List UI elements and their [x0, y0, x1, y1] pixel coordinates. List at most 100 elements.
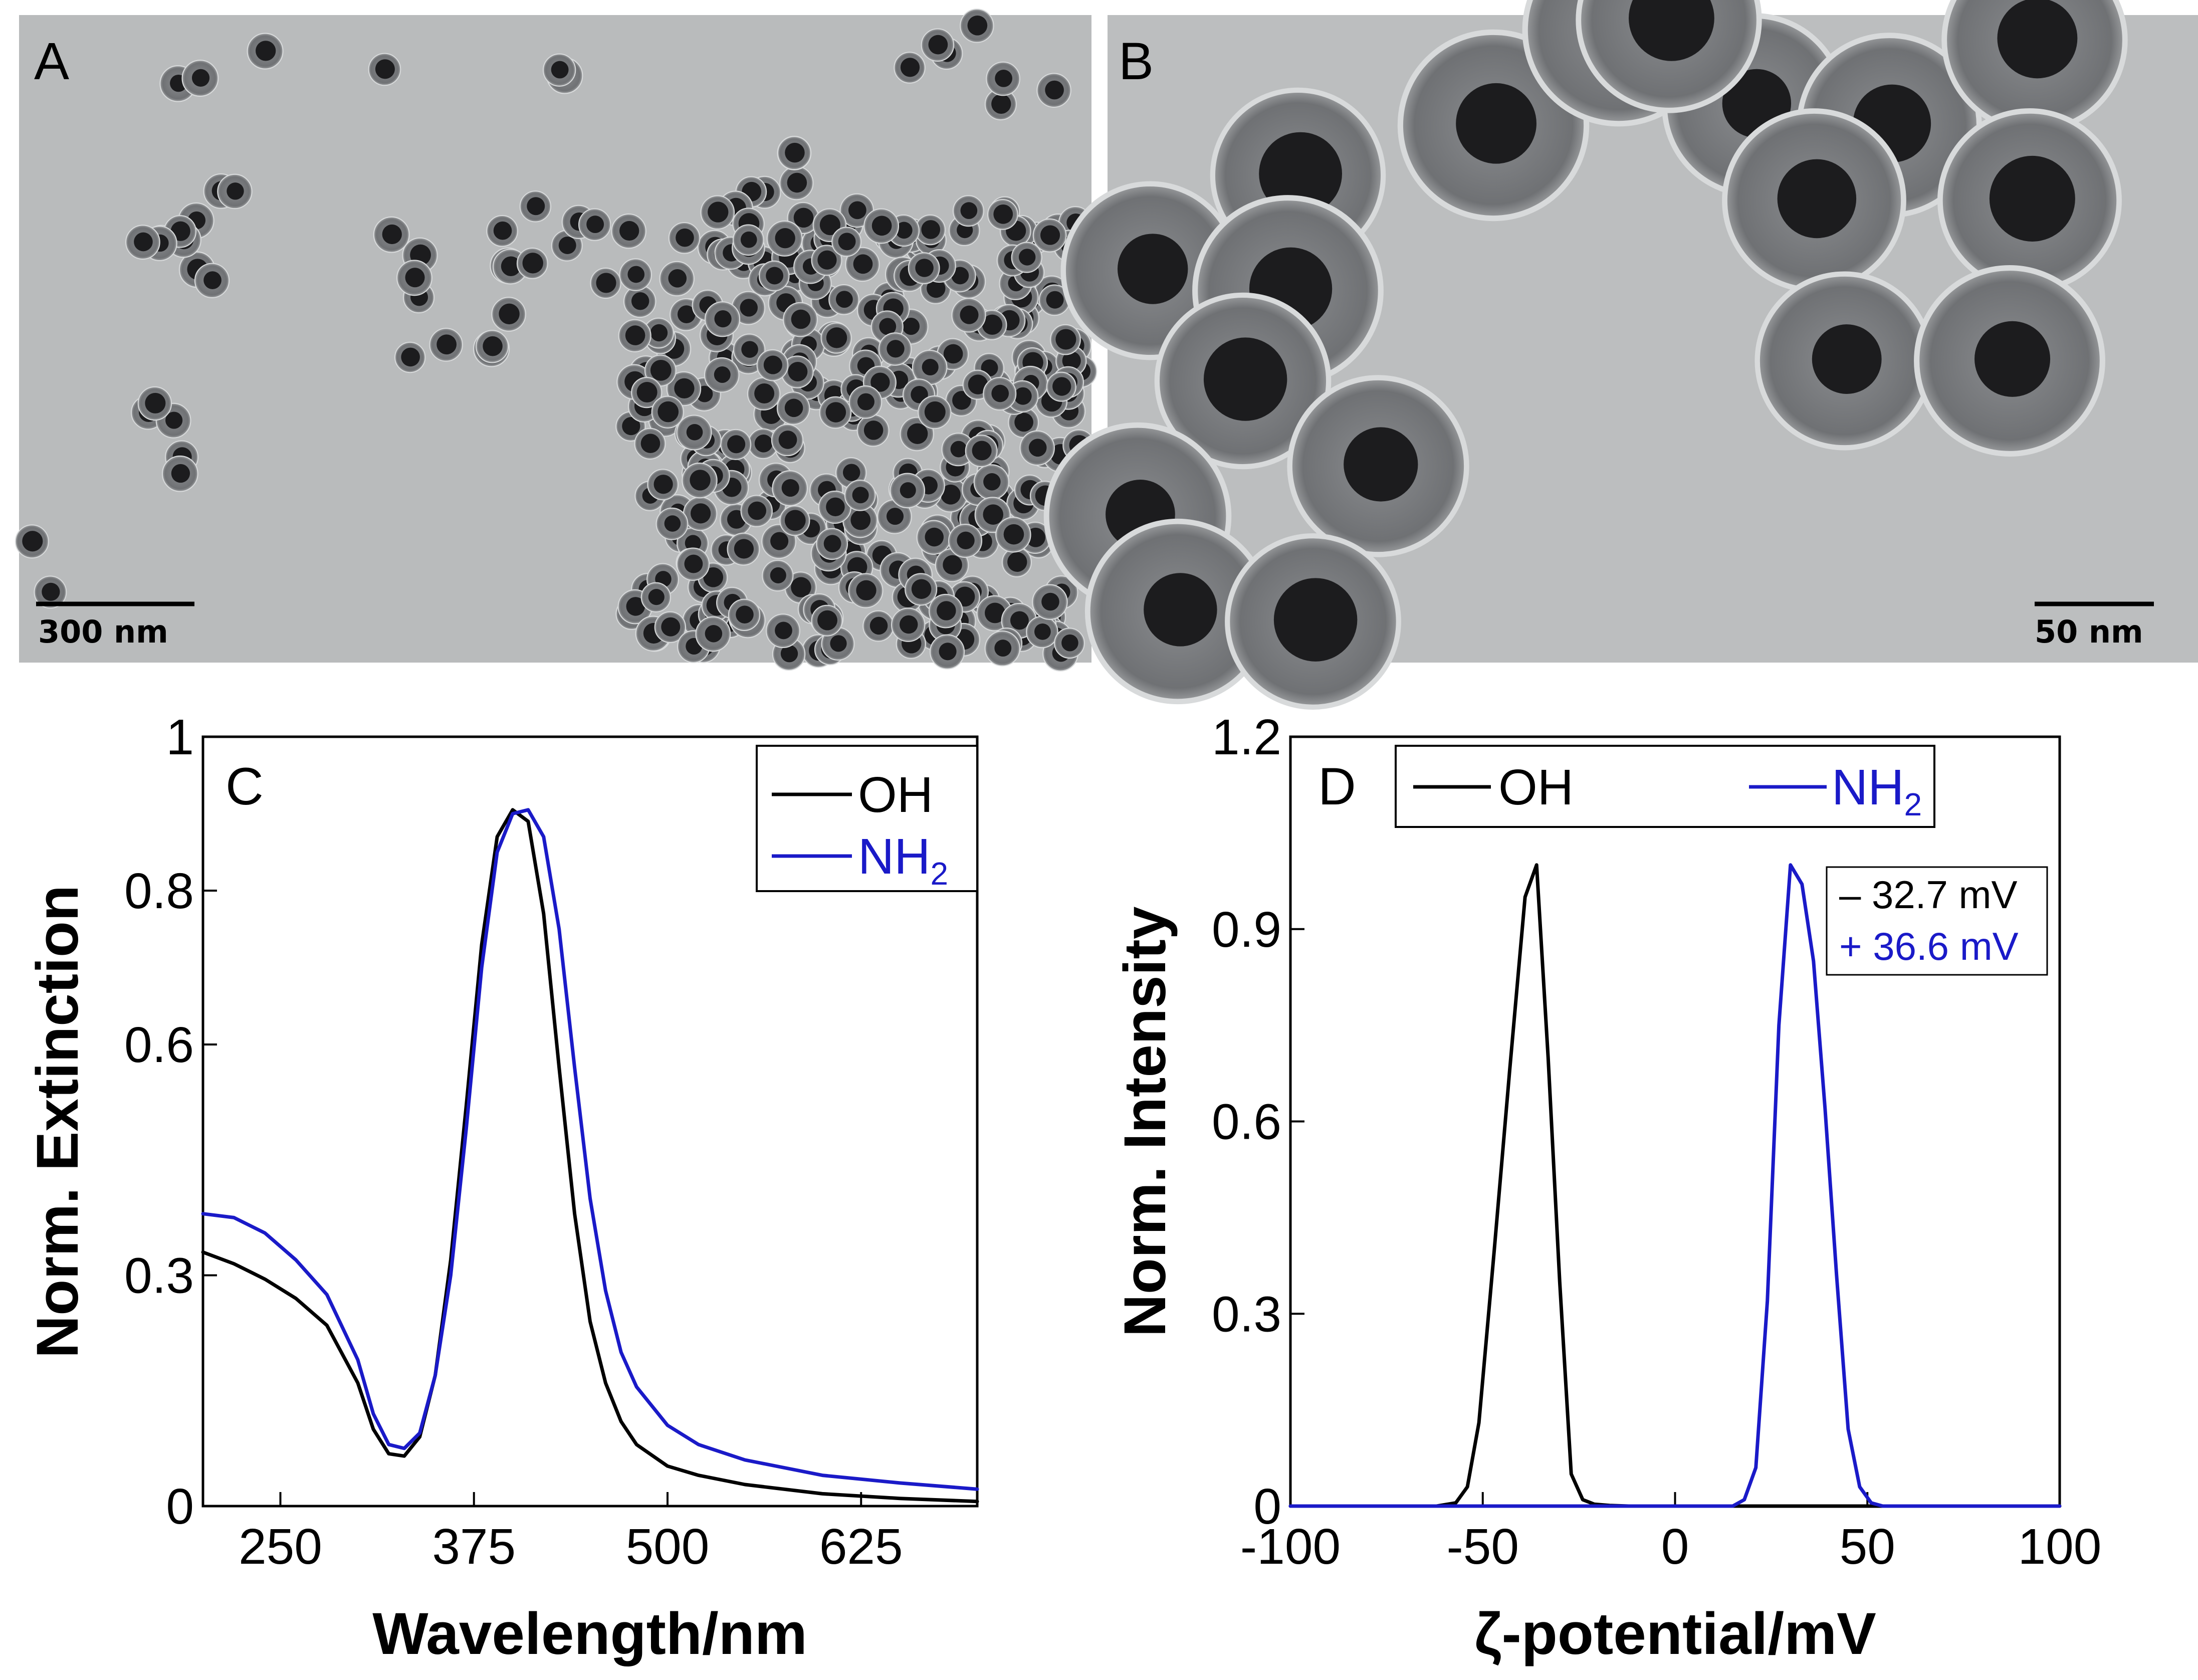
particle-a-core [941, 484, 961, 505]
particle-a-core [622, 417, 640, 436]
particle-a-core [775, 621, 792, 640]
particle-a-core [631, 292, 649, 310]
particle-a-core [1018, 249, 1036, 266]
y-tick-label-d: 0 [1253, 1479, 1281, 1535]
particle-a-core [887, 340, 905, 358]
particle-a-core [928, 35, 948, 55]
x-tick-label-c: 250 [239, 1519, 322, 1575]
particle-a-core [785, 142, 805, 163]
particle-a-core [960, 305, 979, 324]
particle-a-core [558, 237, 576, 255]
particle-a-core [676, 228, 694, 247]
particle-a-core [1003, 524, 1024, 545]
x-tick-label-c: 625 [819, 1519, 903, 1575]
plot-frame-d [1289, 735, 2061, 1508]
y-tick-label-c: 1 [166, 709, 194, 765]
panel-letter-d: D [1318, 757, 1356, 816]
particle-a-core [972, 441, 992, 461]
y-tick-label-c: 0.6 [124, 1017, 194, 1073]
extinction-chart: C 250 375 500 625 0 0.3 0.6 0.8 1 OH NH2 Wavelen… [25, 709, 979, 1667]
particle-a-core [952, 391, 971, 410]
particle-a-core [927, 279, 946, 298]
particle-b-core [1117, 234, 1188, 304]
tem-image-overview: 300 nm A [15, 9, 1101, 672]
particle-a-core [817, 610, 837, 631]
particle-a-core [1052, 377, 1071, 396]
legend-d: OH NH2 [1395, 745, 1935, 828]
particle-a-core [686, 424, 703, 441]
particle-a-core [791, 309, 811, 329]
particle-a-core [915, 259, 934, 277]
particle-a-core [375, 59, 395, 79]
y-axis-title-c: Norm. Extinction [25, 885, 91, 1358]
particle-a-core [900, 482, 916, 499]
particle-a-core [636, 382, 657, 403]
particle-b-core [1273, 578, 1358, 662]
legend-box-c [756, 745, 978, 892]
particle-a-core [950, 441, 967, 458]
particle-a-core [826, 497, 845, 517]
particle-a-core [483, 336, 503, 356]
x-tick-label-d: 50 [1840, 1519, 1895, 1575]
y-tick-label-c: 0 [166, 1479, 194, 1535]
particle-a-core [983, 504, 1004, 525]
particle-a-core [405, 268, 425, 288]
particle-a-core [982, 314, 1003, 335]
particle-a-core [203, 271, 222, 289]
y-tick-label-c: 0.3 [124, 1248, 194, 1304]
x-tick-label-d: -50 [1446, 1519, 1519, 1575]
particle-a-core [817, 250, 837, 270]
particle-a-core [852, 487, 869, 504]
particle-a-core [648, 589, 665, 605]
particle-a-core [778, 431, 797, 449]
particle-a-core [653, 475, 673, 494]
particle-a-core [902, 317, 920, 335]
particle-b-core [1777, 159, 1857, 239]
particle-a-core [22, 531, 43, 552]
particle-a-core [740, 299, 758, 317]
particle-a-core [684, 554, 703, 573]
particle-b-core [1456, 83, 1536, 164]
particle-a-core [788, 361, 808, 381]
particle-a-core [993, 204, 1013, 224]
y-tick-label-d: 0.6 [1212, 1094, 1281, 1150]
particle-a-core [1010, 611, 1029, 630]
particle-a-core [1045, 80, 1064, 100]
particle-a-core [1007, 552, 1027, 572]
particle-a-core [134, 232, 153, 252]
particle-a-core [748, 501, 767, 520]
particle-a-core [870, 372, 890, 392]
particle-a-core [1061, 634, 1078, 652]
particle-a-core [741, 341, 758, 358]
y-tick-label-d: 0.9 [1212, 902, 1281, 958]
particle-a-core [171, 464, 190, 483]
particle-a-core [770, 532, 789, 550]
particle-a-core [770, 567, 786, 584]
annotation-box-frame [1826, 866, 2048, 976]
particle-a-core [436, 334, 457, 355]
particle-a-core [960, 202, 978, 219]
particle-a-core [924, 401, 946, 423]
particle-a-core [740, 231, 757, 248]
particle-a-core [551, 61, 569, 79]
particle-a-core [835, 291, 853, 308]
panel-letter-b: B [1119, 32, 1154, 91]
particle-a-core [527, 197, 545, 216]
particle-a-core [819, 215, 840, 236]
y-axis-title-d: Norm. Intensity [1112, 907, 1178, 1337]
particle-a-core [879, 318, 897, 335]
particle-a-core [921, 220, 941, 239]
particle-a-core [1014, 387, 1032, 405]
particle-a-core [780, 645, 798, 663]
particle-a-core [991, 94, 1011, 114]
particle-a-core [850, 510, 871, 530]
series-line-nh2-c [201, 808, 979, 1491]
x-tick-label-c: 500 [626, 1519, 710, 1575]
particle-a-core [1062, 351, 1081, 370]
particle-a-core [830, 635, 847, 652]
particle-a-core [951, 267, 969, 285]
particle-b-core [1203, 337, 1287, 421]
legend-label-nh2-d-main: NH [1832, 759, 1904, 815]
particle-a-core [42, 582, 60, 601]
